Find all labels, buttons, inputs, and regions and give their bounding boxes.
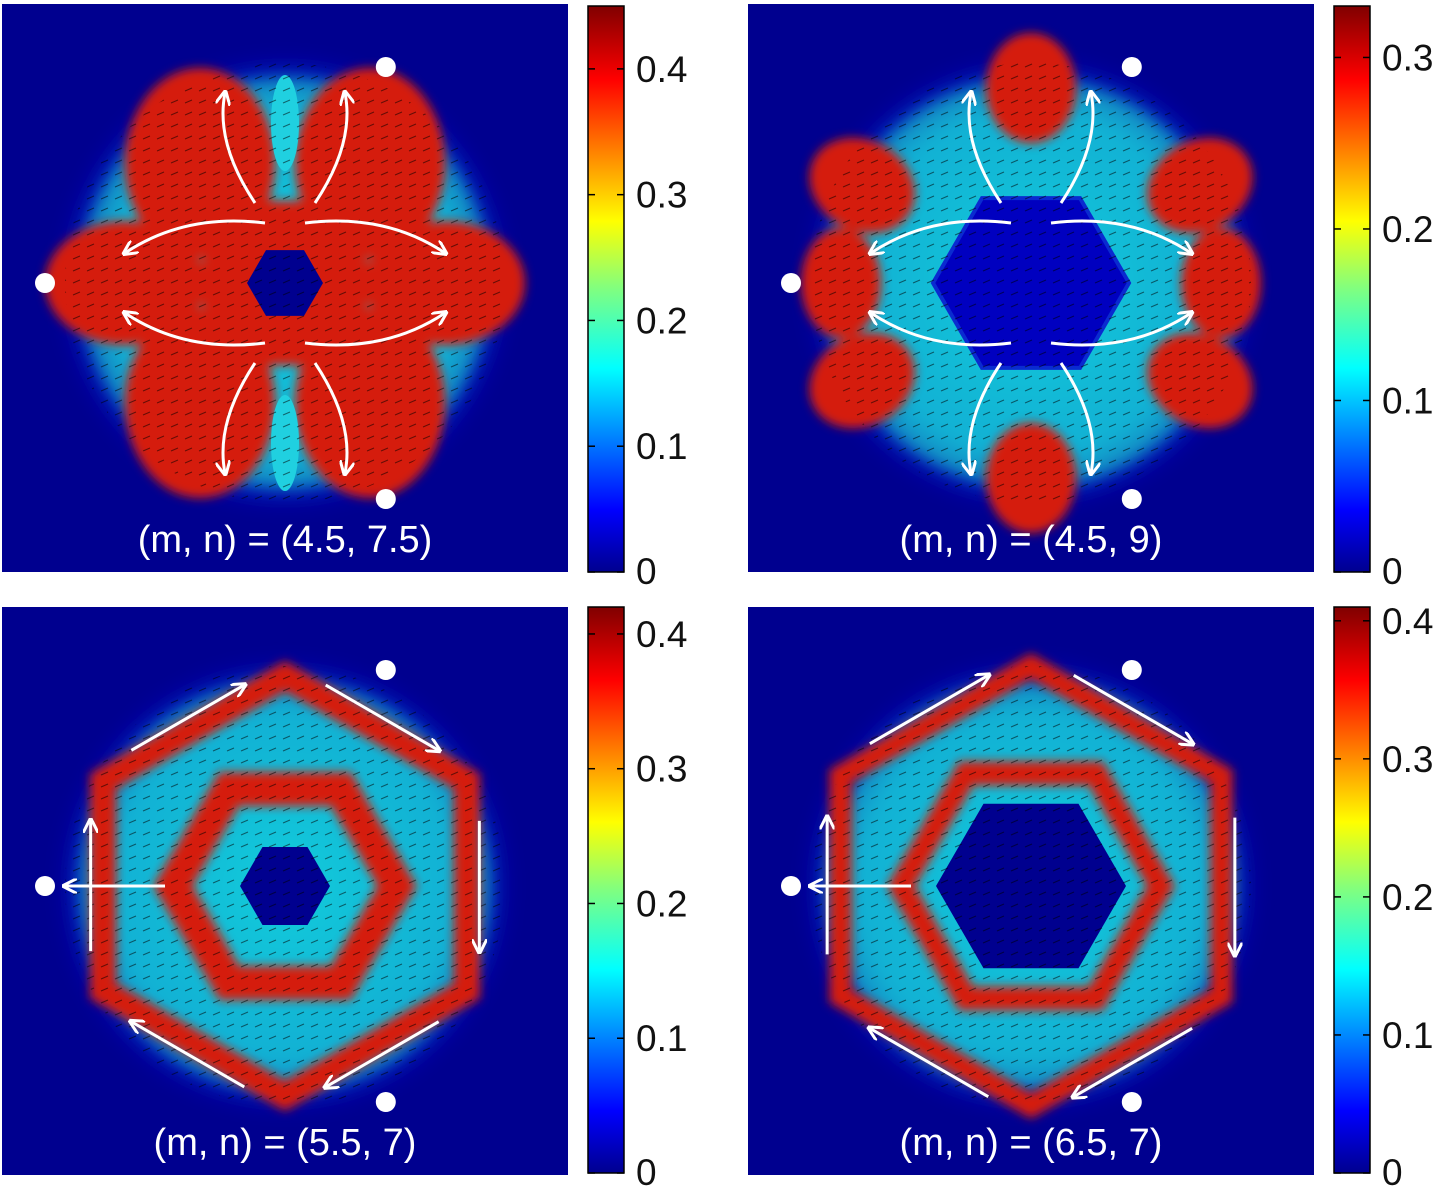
marker-dot: [375, 489, 396, 509]
panel-3: (m, n) = (5.5, 7) 0 0.1 0.2 0.3 0.4: [2, 606, 687, 1191]
heatmap-4: [748, 607, 1314, 1175]
colorbar-tick-label: 0: [1382, 551, 1403, 592]
colorbar-tick-label: 0.2: [636, 883, 687, 924]
colorbar-tick-label: 0.2: [636, 300, 687, 341]
streamline: [223, 93, 257, 204]
streamline-arrows: [871, 93, 1191, 473]
colorbar-tick-label: 0: [636, 1152, 657, 1191]
marker-dot: [1121, 489, 1142, 509]
streamline: [871, 313, 1012, 347]
streamline: [969, 93, 1003, 204]
vector-field: [65, 666, 505, 1106]
streamline: [130, 685, 244, 752]
streamline-arrows: [125, 93, 445, 473]
colorbar-tick-label: 0.3: [1382, 739, 1433, 780]
streamline: [969, 362, 1003, 473]
panel-1: (m, n) = (4.5, 7.5) 0 0.1 0.2 0.3 0.4: [2, 4, 687, 592]
streamline: [871, 219, 1012, 253]
colorbar-tick-label: 0.3: [1382, 37, 1433, 78]
marker-dots: [35, 660, 396, 1112]
streamline: [131, 1022, 246, 1089]
colorbar-tick-label: 0.4: [1382, 601, 1433, 642]
streamline: [1059, 93, 1093, 204]
panel-4: (m, n) = (6.5, 7) 0 0.1 0.2 0.3 0.4: [748, 601, 1433, 1191]
colorbar: [587, 5, 625, 573]
vector-field: [811, 63, 1251, 503]
colorbar-tick-label: 0.3: [636, 175, 687, 216]
marker-dots: [781, 57, 1142, 509]
marker-dots: [35, 57, 396, 509]
colorbar-tick-label: 0.4: [636, 49, 687, 90]
streamline: [223, 362, 257, 473]
streamline: [324, 683, 439, 750]
colorbar-tick-label: 0.1: [636, 426, 687, 467]
streamline: [304, 219, 445, 253]
streamline: [1072, 673, 1192, 743]
marker-dot: [375, 660, 396, 680]
marker-dot: [1121, 1092, 1142, 1112]
colorbar: [1333, 5, 1371, 573]
streamline-arrows: [811, 675, 1235, 1096]
marker-dot: [781, 876, 801, 896]
streamline: [1074, 1027, 1193, 1096]
colorbar-tick-label: 0.1: [636, 1018, 687, 1059]
colorbar: [587, 606, 625, 1174]
colorbar-tick-label: 0: [636, 551, 657, 592]
colorbar: [1333, 606, 1371, 1174]
streamline: [125, 219, 266, 253]
streamline-arrows: [65, 685, 479, 1087]
panel-2: (m, n) = (4.5, 9) 0 0.1 0.2 0.3: [748, 4, 1433, 592]
streamline: [1050, 219, 1191, 253]
marker-dot: [1121, 660, 1142, 680]
panel-label: (m, n) = (4.5, 7.5): [138, 519, 433, 561]
marker-dot: [781, 273, 801, 293]
panel-label: (m, n) = (6.5, 7): [900, 1122, 1163, 1164]
vector-field: [811, 666, 1251, 1106]
colorbar-tick-label: 0.3: [636, 749, 687, 790]
vector-field: [65, 63, 505, 503]
streamline: [870, 1028, 990, 1099]
marker-dot: [35, 273, 55, 293]
streamline: [125, 313, 266, 347]
streamline: [313, 93, 347, 204]
colorbar-tick-label: 0: [1382, 1152, 1403, 1191]
streamline: [304, 313, 445, 347]
marker-dot: [375, 1092, 396, 1112]
colorbar-tick-label: 0.1: [1382, 1015, 1433, 1056]
colorbar-tick-label: 0.1: [1382, 380, 1433, 421]
streamline: [869, 675, 988, 745]
marker-dots: [781, 660, 1142, 1112]
colorbar-tick-label: 0.2: [1382, 209, 1433, 250]
heatmap-3: [2, 607, 568, 1175]
streamline: [326, 1020, 440, 1087]
marker-dot: [35, 876, 55, 896]
marker-dot: [1121, 57, 1142, 77]
colorbar-tick-label: 0.2: [1382, 877, 1433, 918]
streamline: [313, 362, 347, 473]
streamline: [1050, 313, 1191, 347]
colorbar-tick-label: 0.4: [636, 614, 687, 655]
panel-label: (m, n) = (5.5, 7): [154, 1122, 417, 1164]
panel-label: (m, n) = (4.5, 9): [900, 519, 1163, 561]
streamline: [1059, 362, 1093, 473]
heatmap-1: [2, 4, 568, 572]
marker-dot: [375, 57, 396, 77]
heatmap-2: [748, 4, 1314, 572]
